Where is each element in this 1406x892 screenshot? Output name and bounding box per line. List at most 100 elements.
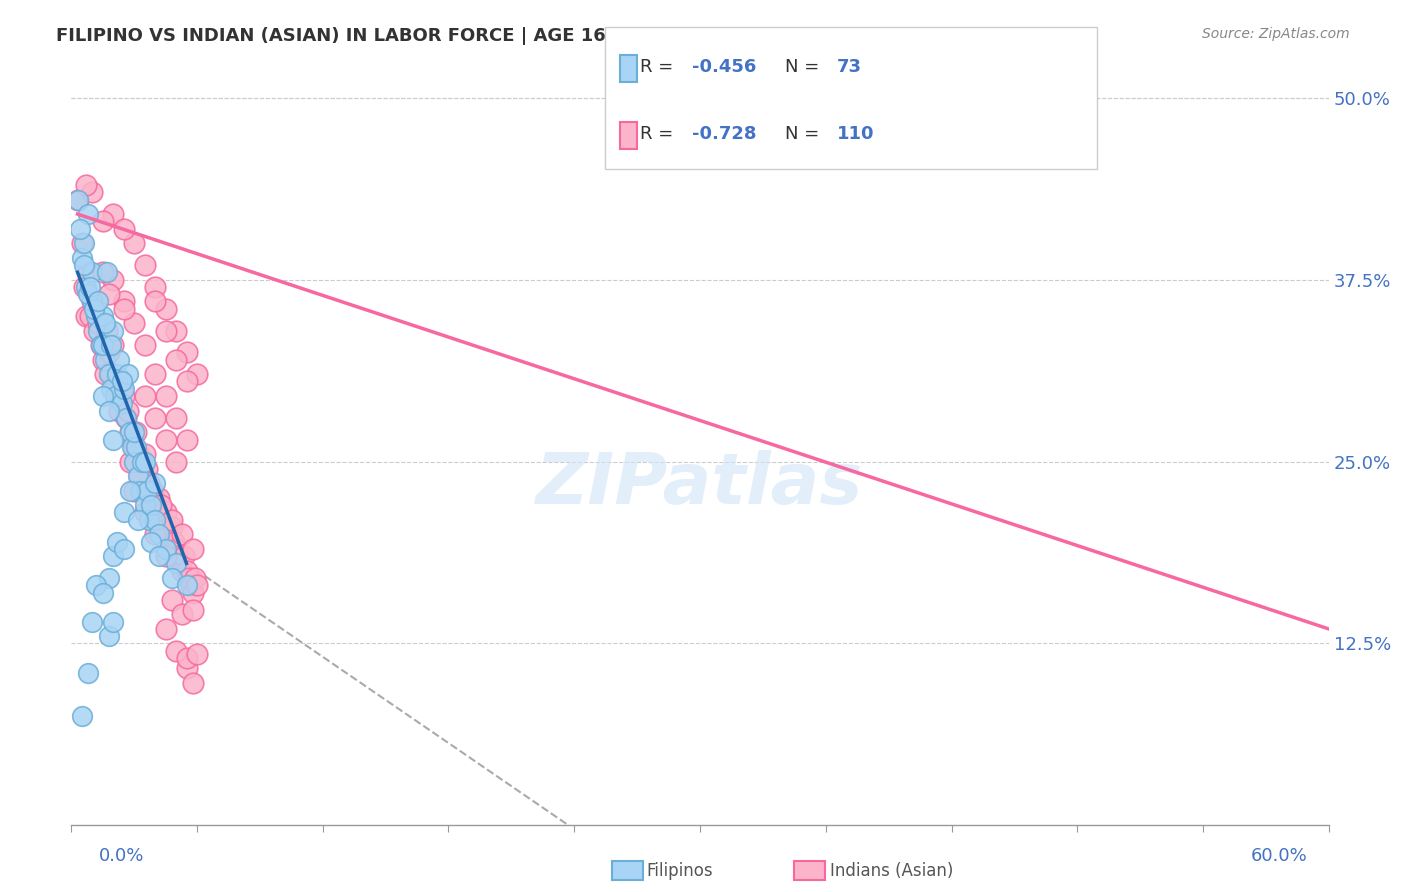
Point <box>100 382 122 396</box>
Point <box>138 513 160 527</box>
Point <box>184 571 207 585</box>
Point <box>134 258 156 272</box>
Point <box>155 506 177 520</box>
Text: Filipinos: Filipinos <box>647 862 713 880</box>
Point <box>75 178 97 192</box>
Point <box>160 513 183 527</box>
Point <box>101 549 124 563</box>
Point <box>160 520 183 534</box>
Point <box>91 585 114 599</box>
Point <box>105 368 128 382</box>
Point <box>131 454 153 468</box>
Point <box>70 251 93 265</box>
Point <box>77 207 100 221</box>
Point <box>96 265 118 279</box>
Point <box>163 534 186 549</box>
Point <box>101 338 124 352</box>
Point <box>129 469 152 483</box>
Point <box>98 403 121 417</box>
Point <box>104 375 127 389</box>
Point <box>125 425 148 440</box>
Point <box>176 661 198 675</box>
Point <box>77 665 100 680</box>
Point <box>118 425 141 440</box>
Point <box>122 483 145 498</box>
Point <box>91 338 114 352</box>
Point <box>165 454 187 468</box>
Text: Indians (Asian): Indians (Asian) <box>830 862 953 880</box>
Point <box>146 506 169 520</box>
Point <box>139 491 162 505</box>
Point <box>91 214 114 228</box>
Point <box>98 571 121 585</box>
Point <box>79 309 101 323</box>
Text: R =: R = <box>640 58 679 76</box>
Point <box>172 607 194 622</box>
Point <box>165 352 187 367</box>
Point <box>86 309 108 323</box>
Point <box>125 440 148 454</box>
Point <box>167 549 190 563</box>
Point <box>98 368 121 382</box>
Point <box>73 236 96 251</box>
Point <box>87 324 110 338</box>
Point <box>139 483 162 498</box>
Point <box>87 294 110 309</box>
Point <box>70 709 93 723</box>
Point <box>122 316 145 330</box>
Point <box>150 513 173 527</box>
Text: 73: 73 <box>837 58 862 76</box>
Point <box>143 498 166 512</box>
Point <box>155 301 177 316</box>
Point <box>155 324 177 338</box>
Point <box>181 675 204 690</box>
Point <box>112 506 135 520</box>
Point <box>98 629 121 643</box>
Point <box>82 294 104 309</box>
Point <box>117 403 139 417</box>
Text: N =: N = <box>785 58 824 76</box>
Point <box>165 324 187 338</box>
Point <box>155 433 177 447</box>
Point <box>66 193 89 207</box>
Point <box>180 578 202 592</box>
Point <box>70 236 93 251</box>
Point <box>100 368 122 382</box>
Point <box>177 571 200 585</box>
Text: Source: ZipAtlas.com: Source: ZipAtlas.com <box>1202 27 1350 41</box>
Text: 0.0%: 0.0% <box>98 847 143 865</box>
Text: -0.728: -0.728 <box>692 125 756 143</box>
Point <box>143 476 166 491</box>
Point <box>117 368 139 382</box>
Point <box>94 368 117 382</box>
Point <box>94 352 117 367</box>
Point <box>110 382 132 396</box>
Point <box>176 578 198 592</box>
Point <box>134 454 156 468</box>
Point <box>172 527 194 541</box>
Text: -0.456: -0.456 <box>692 58 756 76</box>
Point <box>83 301 105 316</box>
Point <box>143 410 166 425</box>
Point <box>139 498 162 512</box>
Point <box>135 483 157 498</box>
Point <box>160 571 183 585</box>
Point <box>186 647 208 661</box>
Point <box>118 454 141 468</box>
Point <box>155 541 177 556</box>
Point <box>91 265 114 279</box>
Point <box>104 389 127 403</box>
Point <box>148 491 170 505</box>
Point <box>181 585 204 599</box>
Point <box>101 324 124 338</box>
Point <box>112 221 135 235</box>
Point <box>176 375 198 389</box>
Point <box>101 207 124 221</box>
Point <box>134 447 156 461</box>
Point <box>112 382 135 396</box>
Point <box>114 410 136 425</box>
Point <box>172 564 194 578</box>
Point <box>69 221 91 235</box>
Point <box>127 469 149 483</box>
Point <box>129 454 152 468</box>
